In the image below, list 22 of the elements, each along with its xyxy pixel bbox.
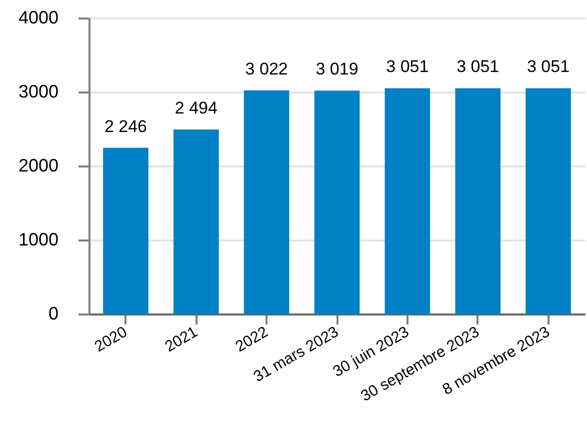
bar xyxy=(526,88,571,314)
x-tick-label: 2022 xyxy=(232,324,272,356)
data-label: 3 051 xyxy=(386,57,429,76)
bar xyxy=(244,90,290,314)
data-label: 3 051 xyxy=(456,57,500,76)
bar xyxy=(314,90,360,314)
y-tick-label: 0 xyxy=(48,304,58,324)
data-label: 3 051 xyxy=(527,57,570,76)
x-tick-label: 2020 xyxy=(92,323,131,356)
y-tick-label: 1000 xyxy=(18,230,58,250)
x-tick-label: 2021 xyxy=(162,324,201,356)
y-tick-label: 3000 xyxy=(18,82,58,102)
bar xyxy=(455,88,500,314)
y-tick-label: 2000 xyxy=(18,156,58,176)
data-label: 3 019 xyxy=(316,60,358,79)
data-label: 2 494 xyxy=(174,98,218,118)
bar xyxy=(103,148,148,314)
data-label: 3 022 xyxy=(245,59,288,78)
data-label: 2 246 xyxy=(104,116,147,136)
y-tick-label: 4000 xyxy=(18,8,58,28)
bar xyxy=(174,129,219,314)
bar xyxy=(384,88,430,314)
